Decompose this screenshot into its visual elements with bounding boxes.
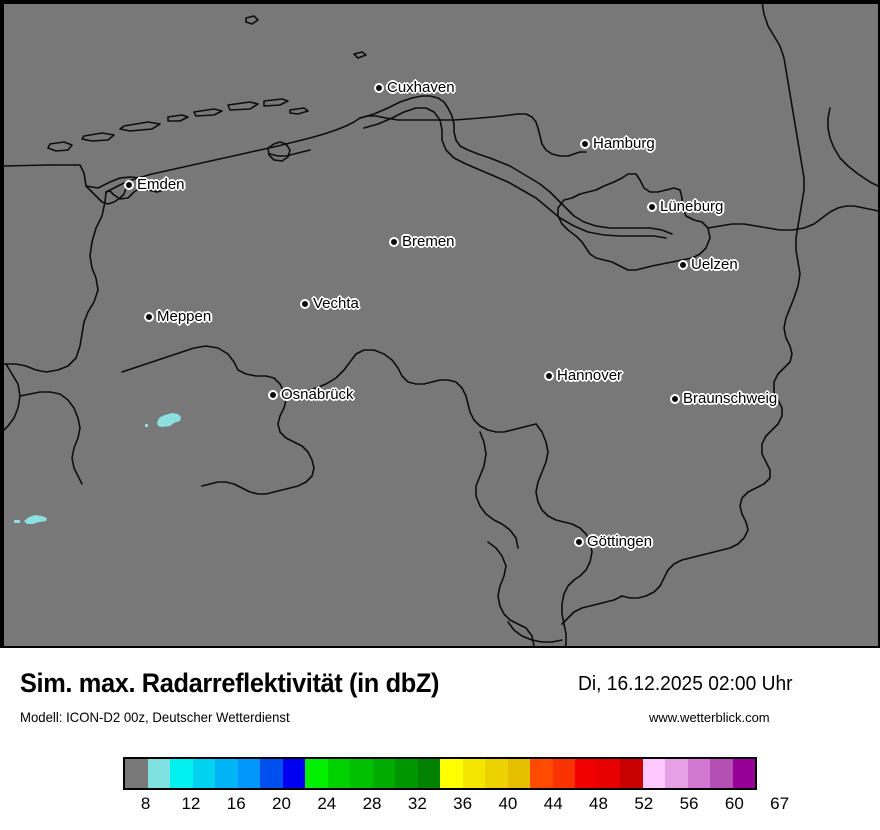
island-mellum	[289, 107, 309, 115]
border-nrw-ns-south	[535, 423, 593, 646]
coast-jadebusen	[267, 141, 291, 162]
island-neuwerk	[353, 51, 367, 59]
river-elbe-south-bank	[363, 107, 667, 239]
caption-block: Sim. max. Radarreflektivität (in dbZ) Mo…	[0, 648, 880, 748]
model-info: Modell: ICON-D2 00z, Deutscher Wetterdie…	[20, 709, 290, 725]
colorbar-swatch	[327, 759, 350, 788]
colorbar-tick-label: 44	[543, 794, 563, 813]
colorbar-tick-label: 48	[589, 794, 608, 813]
colorbar-swatch	[440, 759, 463, 788]
coast-dollart	[85, 185, 127, 205]
colorbar-tick-label: 28	[362, 794, 382, 813]
page-title: Sim. max. Radarreflektivität (in dbZ)	[20, 668, 440, 698]
border-nl-de-west	[2, 363, 21, 433]
colorbar-ticks: 8 12 16 20 24 28 32 36 40 44 48 52 56 60 67	[123, 794, 789, 822]
radar-echo-speck-a	[145, 424, 148, 427]
colorbar-swatch	[597, 759, 620, 788]
border-hamburg	[557, 173, 711, 271]
colorbar-swatch	[237, 759, 260, 788]
valid-time: Di, 16.12.2025 02:00 Uhr	[578, 673, 793, 695]
colorbar-tick-label: 67	[770, 794, 790, 813]
coast-jade-weser	[105, 113, 587, 193]
colorbar-swatch	[305, 759, 328, 788]
colorbar-swatch	[462, 759, 485, 788]
colorbar-tick-label: 16	[226, 794, 246, 813]
colorbar-swatch	[552, 759, 575, 788]
colorbar-swatch	[530, 759, 553, 788]
border-schleswig-mecklenburg	[707, 205, 878, 231]
colorbar[interactable]	[123, 757, 757, 790]
border-hessen-inner-c	[507, 621, 563, 643]
legend-block: 8 12 16 20 24 28 32 36 40 44 48 52 56 60 67	[0, 750, 880, 830]
colorbar-swatch	[395, 759, 418, 788]
colorbar-swatch	[710, 759, 733, 788]
colorbar-tick-label: 52	[634, 794, 654, 813]
colorbar-tick-label: 8	[140, 794, 151, 813]
border-nrw-east	[285, 349, 537, 433]
colorbar-tick-label: 12	[181, 794, 201, 813]
colorbar-swatch	[170, 759, 193, 788]
border-nrw-north	[121, 345, 315, 495]
colorbar-swatch	[260, 759, 283, 788]
colorbar-swatch	[350, 759, 373, 788]
colorbar-swatch	[732, 759, 755, 788]
island-helgoland	[245, 15, 259, 25]
colorbar-swatch	[215, 759, 238, 788]
island-baltrum	[167, 114, 189, 122]
colorbar-swatch	[147, 759, 170, 788]
border-hessen-inner-a	[475, 431, 519, 549]
map-frame	[2, 2, 878, 646]
colorbar-swatch	[687, 759, 710, 788]
radar-echo-southwest	[24, 515, 47, 524]
colorbar-swatch	[642, 759, 665, 788]
island-norderney	[119, 121, 161, 132]
colorbar-swatch	[575, 759, 598, 788]
radar-echo-layer	[14, 413, 181, 524]
colorbar-swatch	[372, 759, 395, 788]
colorbar-swatch	[125, 759, 148, 788]
colorbar-swatch	[417, 759, 440, 788]
colorbar-swatch	[620, 759, 643, 788]
radar-echo-speck-b	[14, 520, 20, 523]
coastline-and-borders	[2, 2, 878, 646]
colorbar-tick-label: 20	[272, 794, 291, 813]
colorbar-tick-label: 36	[453, 794, 473, 813]
island-borkum	[47, 141, 73, 152]
coast-weser-estuary-detail	[269, 149, 311, 157]
border-nl-de-west2	[19, 391, 83, 485]
website-label: www.wetterblick.com	[649, 710, 770, 725]
radar-map[interactable]: Cuxhaven Hamburg Emden Lüneburg Bremen Uelzen…	[0, 0, 880, 648]
colorbar-tick-label: 32	[407, 794, 427, 813]
border-ne-diagonal	[827, 107, 878, 187]
border-hessen-thueringen	[561, 595, 623, 625]
map-vector-layer	[2, 2, 878, 646]
colorbar-swatch	[485, 759, 508, 788]
border-hessen-inner-b	[487, 541, 535, 646]
colorbar-swatch	[507, 759, 530, 788]
island-wangerooge	[263, 98, 289, 107]
radar-echo-osnabrueck	[157, 413, 181, 427]
island-juist	[81, 132, 115, 142]
border-niedersachsen-east	[761, 2, 805, 215]
island-langeoog	[193, 108, 223, 117]
colorbar-swatch	[665, 759, 688, 788]
colorbar-tick-label: 56	[679, 794, 699, 813]
coast-north-sea	[2, 164, 165, 373]
colorbar-tick-label: 24	[317, 794, 337, 813]
colorbar-swatch	[192, 759, 215, 788]
colorbar-tick-label: 60	[724, 794, 744, 813]
river-elbe	[359, 95, 673, 235]
island-spiekeroog	[227, 101, 259, 111]
colorbar-swatch	[282, 759, 305, 788]
border-to-sachsen-anhalt	[621, 213, 801, 599]
colorbar-tick-label: 40	[498, 794, 518, 813]
